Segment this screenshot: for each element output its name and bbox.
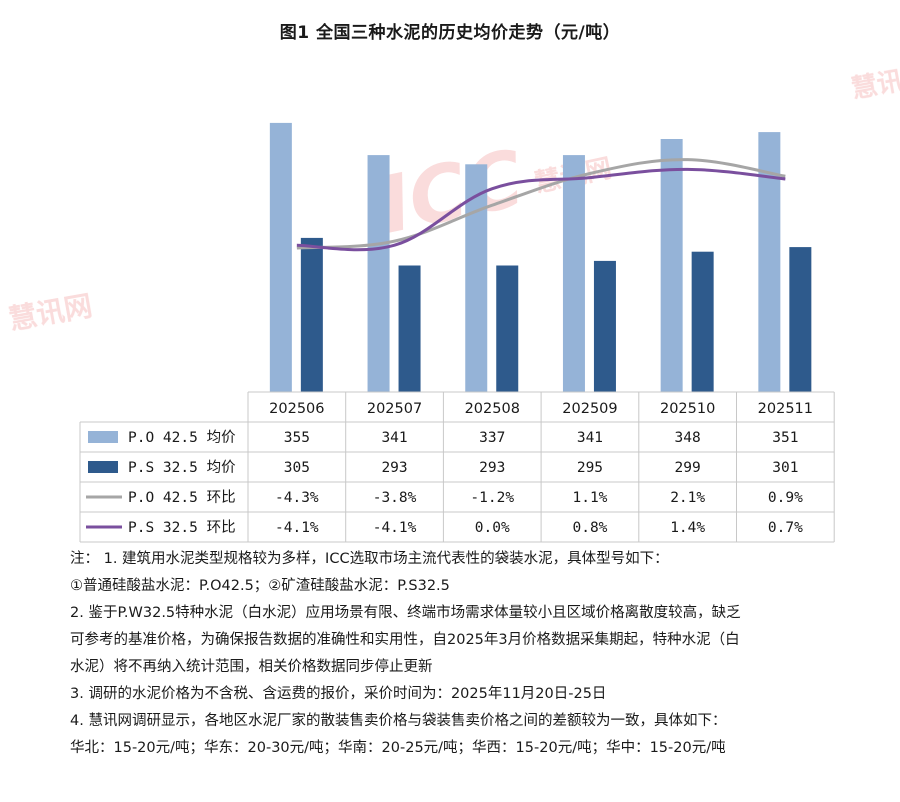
data-label: -1.2%	[470, 490, 514, 506]
notes: 注： 1. 建筑用水泥类型规格较为多样，ICC选取市场主流代表性的袋装水泥，具体…	[70, 546, 860, 762]
note-line: 注： 1. 建筑用水泥类型规格较为多样，ICC选取市场主流代表性的袋装水泥，具体…	[70, 551, 669, 567]
chart-title: 图1 全国三种水泥的历史均价走势（元/吨）	[279, 23, 621, 43]
note-line: 2. 鉴于P.W32.5特种水泥（白水泥）应用场景有限、终端市场需求体量较小且区…	[70, 605, 741, 621]
data-label: 351	[772, 430, 798, 446]
data-label: 1.1%	[572, 490, 607, 506]
data-label: -3.8%	[373, 490, 417, 506]
watermark-brand-right: 慧讯网	[849, 62, 900, 105]
data-label: 301	[772, 460, 798, 476]
data-label: 299	[675, 460, 701, 476]
bar-ps325-202507	[398, 265, 421, 392]
data-label: 341	[381, 430, 407, 446]
data-label: 355	[284, 430, 310, 446]
data-label: 293	[479, 460, 505, 476]
note-line: 水泥）将不再纳入统计范围，相关价格数据同步停止更新	[70, 659, 433, 675]
bar-po425-202511	[758, 132, 781, 392]
x-tick-label: 202506	[269, 401, 324, 417]
bar-po425-202506	[269, 122, 292, 393]
data-label: 2.1%	[670, 490, 705, 506]
chart: ICC 慧讯网 慧讯网 慧讯网 202506202507202508202509…	[6, 62, 900, 543]
bar-ps325-202510	[691, 251, 714, 392]
data-label: 293	[381, 460, 407, 476]
note-line: 3. 调研的水泥价格为不含税、含运费的报价，采价时间为：2025年11月20日-…	[70, 686, 607, 702]
data-label: 341	[577, 430, 603, 446]
legend-label: P.S 32.5 均价	[128, 459, 236, 476]
data-label: 1.4%	[670, 520, 705, 536]
legend-key	[88, 431, 118, 443]
note-line: 4. 慧讯网调研显示，各地区水泥厂家的散装售卖价格与袋装售卖价格之间的差额较为一…	[70, 713, 727, 729]
legend-label: P.O 42.5 均价	[128, 429, 236, 446]
x-tick-label: 202511	[758, 401, 813, 417]
data-label: -4.1%	[275, 520, 319, 536]
line-ps325-mom	[296, 167, 786, 252]
bar-po425-202510	[660, 139, 683, 392]
data-label: 0.9%	[768, 490, 803, 506]
watermark-brand-left: 慧讯网	[6, 289, 94, 336]
legend-label: P.O 42.5 环比	[128, 489, 236, 506]
bar-po425-202508	[465, 164, 488, 392]
data-label: 0.8%	[572, 520, 607, 536]
x-tick-label: 202509	[562, 401, 617, 417]
line-po425-mom	[296, 158, 786, 250]
data-label: 305	[284, 460, 310, 476]
data-label: 0.0%	[475, 520, 510, 536]
x-tick-label: 202510	[660, 401, 715, 417]
watermark-logo: ICC	[372, 134, 531, 252]
legend-key	[88, 461, 118, 473]
bar-ps325-202511	[789, 247, 812, 392]
note-line: 可参考的基准价格，为确保报告数据的准确性和实用性，自2025年3月价格数据采集期…	[70, 632, 740, 648]
data-label: 295	[577, 460, 603, 476]
bar-po425-202507	[367, 155, 390, 392]
data-label: 0.7%	[768, 520, 803, 536]
x-tick-label: 202508	[465, 401, 520, 417]
bar-ps325-202506	[300, 237, 323, 392]
bar-ps325-202509	[593, 260, 616, 392]
legend-label: P.S 32.5 环比	[128, 519, 236, 536]
x-tick-label: 202507	[367, 401, 422, 417]
data-label: 348	[675, 430, 701, 446]
bar-ps325-202508	[496, 265, 519, 392]
bar-po425-202509	[562, 155, 585, 392]
data-label: -4.1%	[373, 520, 417, 536]
note-line: 华北：15-20元/吨；华东：20-30元/吨；华南：20-25元/吨；华西：1…	[70, 740, 726, 756]
note-line: ①普通硅酸盐水泥：P.O42.5；②矿渣硅酸盐水泥：P.S32.5	[70, 578, 450, 594]
data-label: -4.3%	[275, 490, 319, 506]
data-label: 337	[479, 430, 505, 446]
